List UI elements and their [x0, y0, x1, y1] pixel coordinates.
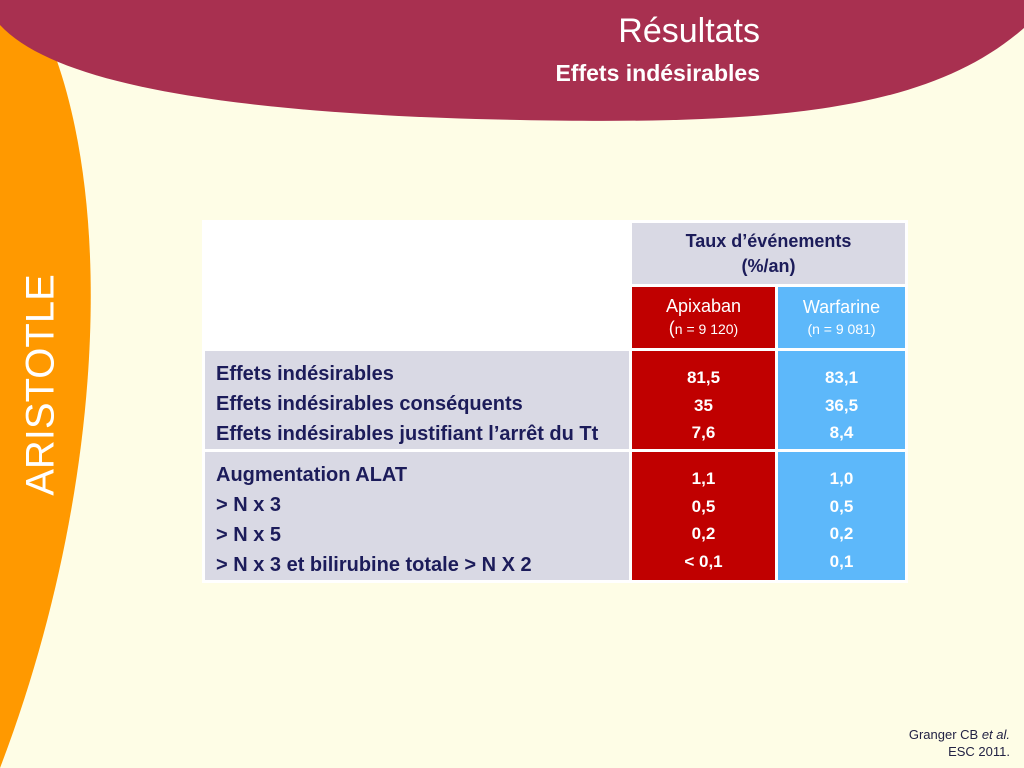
apixaban-value: 7,6	[691, 423, 716, 442]
table-row: Augmentation ALAT > N x 3 > N x 5 > N x …	[205, 452, 905, 580]
apixaban-value: < 0,1	[684, 551, 723, 571]
row-label: Effets indésirables justifiant l’arrêt d…	[216, 423, 599, 445]
warfarine-value: 1,0	[829, 469, 854, 488]
row-label: Augmentation ALAT	[216, 464, 408, 486]
citation-author: Granger CB	[908, 727, 982, 742]
adverse-events-labels: Effets indésirables Effets indésirables …	[205, 351, 629, 449]
empty-header-cell	[205, 223, 629, 284]
row-label: > N x 3	[216, 494, 282, 516]
event-rate-title: Taux d’événements	[685, 230, 852, 251]
warfarine-value: 0,2	[829, 524, 854, 543]
apixaban-value: 0,2	[691, 524, 716, 543]
empty-drug-cell	[205, 287, 629, 348]
warfarine-value: 36,5	[824, 395, 859, 415]
apixaban-header: Apixaban (n = 9 120)	[632, 287, 775, 348]
results-table: Taux d’événements (%/an) Apixaban (n = 9…	[202, 220, 908, 583]
study-name-label: ARISTOTLE	[18, 274, 63, 496]
slide-title: Résultats	[618, 12, 760, 50]
row-label: > N x 5	[216, 524, 282, 546]
table-header-row: Taux d’événements (%/an)	[205, 223, 905, 284]
citation: Granger CB et al. ESC 2011.	[909, 726, 1010, 760]
row-label: > N x 3 et bilirubine totale > N X 2	[216, 554, 532, 576]
apixaban-n: n = 9 120)	[674, 321, 739, 337]
apixaban-values: 81,5 35 7,6	[632, 351, 775, 449]
apixaban-value: 81,5	[686, 368, 721, 387]
drug-header-row: Apixaban (n = 9 120) Warfarine (n = 9 08…	[205, 287, 905, 348]
warfarine-n: (n = 9 081)	[807, 320, 876, 337]
header-band	[0, 0, 1024, 121]
warfarine-value: 0,5	[829, 496, 854, 516]
table-row: Effets indésirables Effets indésirables …	[205, 351, 905, 449]
alat-labels: Augmentation ALAT > N x 3 > N x 5 > N x …	[205, 452, 629, 580]
apixaban-paren: (	[668, 318, 675, 338]
apixaban-value: 1,1	[691, 469, 716, 488]
apixaban-value: 35	[694, 395, 713, 415]
warfarine-values: 1,0 0,5 0,2 0,1	[778, 452, 905, 580]
apixaban-name: Apixaban	[665, 296, 742, 316]
warfarine-header: Warfarine (n = 9 081)	[778, 287, 905, 348]
row-label: Effets indésirables	[216, 363, 394, 385]
event-rate-header: Taux d’événements (%/an)	[632, 223, 905, 284]
citation-source: ESC 2011.	[948, 744, 1010, 759]
event-rate-unit: (%/an)	[741, 255, 796, 276]
warfarine-value: 8,4	[829, 423, 854, 442]
row-label: Effets indésirables conséquents	[216, 393, 523, 415]
warfarine-values: 83,1 36,5 8,4	[778, 351, 905, 449]
warfarine-name: Warfarine	[802, 296, 881, 317]
side-band	[0, 0, 91, 768]
warfarine-value: 83,1	[824, 368, 859, 387]
apixaban-values: 1,1 0,5 0,2 < 0,1	[632, 452, 775, 580]
apixaban-value: 0,5	[691, 496, 716, 516]
warfarine-value: 0,1	[829, 551, 854, 571]
citation-etal: et al.	[981, 727, 1010, 742]
slide-subtitle: Effets indésirables	[555, 60, 760, 86]
